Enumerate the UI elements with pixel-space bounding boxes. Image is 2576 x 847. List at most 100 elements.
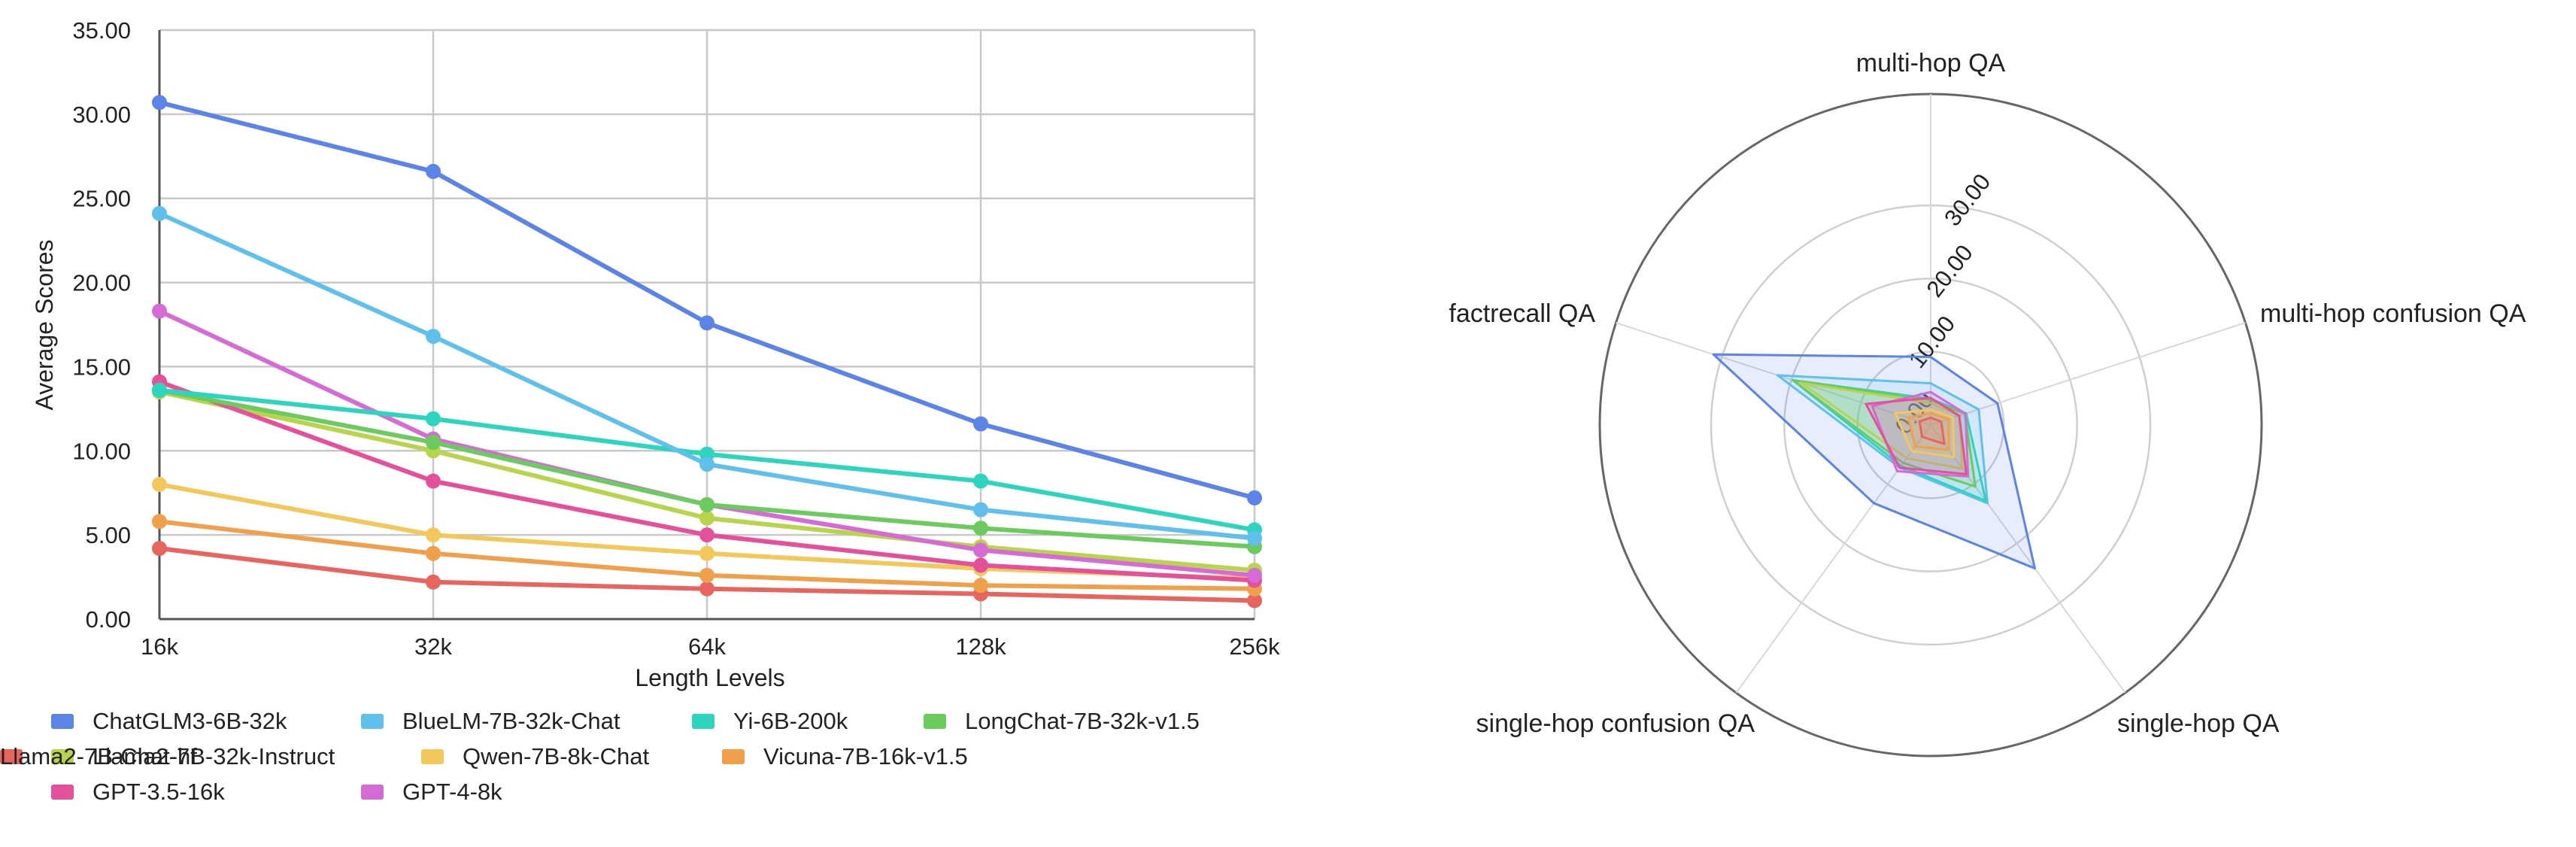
legend-item-gpt-4-8k: GPT-4-8k xyxy=(361,779,502,805)
y-tick-label: 25.00 xyxy=(72,186,131,212)
data-point xyxy=(426,411,441,427)
line-chart-y-axis-label: Average Scores xyxy=(31,239,58,410)
radar-axis-label-single-hop-qa: single-hop QA xyxy=(2117,709,2280,738)
data-point xyxy=(152,95,167,111)
legend-label: BlueLM-7B-32k-Chat xyxy=(402,708,620,734)
radar-axis-label-factrecall-qa: factrecall QA xyxy=(1449,299,1595,328)
data-point xyxy=(152,382,167,398)
y-tick-label: 20.00 xyxy=(72,270,131,296)
data-point xyxy=(1247,593,1262,609)
data-point xyxy=(973,473,988,489)
legend-swatch xyxy=(361,714,384,729)
x-tick-label: 128k xyxy=(955,633,1006,660)
data-point xyxy=(699,315,715,331)
series-bluelm-7b-32k-chat xyxy=(152,205,1262,546)
radar-series-vicuna-7b-16k-v1-5 xyxy=(1907,411,1950,451)
data-point xyxy=(973,502,988,518)
legend-item-qwen-7b-8k-chat: Qwen-7B-8k-Chat xyxy=(421,743,649,770)
y-tick-label: 0.00 xyxy=(86,606,131,633)
legend-label: Vicuna-7B-16k-v1.5 xyxy=(763,743,968,770)
data-point xyxy=(973,578,988,594)
legend-label: GPT-3.5-16k xyxy=(93,779,225,805)
data-point xyxy=(699,510,715,526)
legend-item-gpt-3-5-16k: GPT-3.5-16k xyxy=(51,779,225,805)
y-tick-label: 35.00 xyxy=(72,17,131,44)
legend-item-yi-6b-200k: Yi-6B-200k xyxy=(692,708,848,734)
data-point xyxy=(699,567,715,583)
data-point xyxy=(973,542,988,558)
data-point xyxy=(1247,530,1262,546)
series-vicuna-7b-16k-v1-5 xyxy=(152,514,1262,597)
data-point xyxy=(973,416,988,432)
legend-swatch xyxy=(692,714,715,729)
data-point xyxy=(699,457,715,472)
data-point xyxy=(426,473,441,489)
x-tick-label: 64k xyxy=(688,633,726,660)
legend-swatch xyxy=(421,749,444,764)
data-point xyxy=(152,477,167,493)
x-tick-label: 32k xyxy=(414,633,452,660)
data-point xyxy=(973,521,988,536)
radar-axis-label-multi-hop-confusion-qa: multi-hop confusion QA xyxy=(2260,299,2526,328)
legend-swatch xyxy=(361,785,384,800)
data-point xyxy=(152,303,167,319)
legend-item-llama2-7b-chat-hf: Llama2-7B-Chat-hf xyxy=(0,743,197,770)
radar-tick-label: 30.00 xyxy=(1939,168,1995,231)
legend-item-chatglm3-6b-32k: ChatGLM3-6B-32k xyxy=(51,708,287,734)
radar-series-llama2-7b-chat-hf xyxy=(1918,416,1946,445)
legend-label: Llama2-7B-Chat-hf xyxy=(0,743,197,770)
line-chart-grid xyxy=(158,29,1256,621)
legend-label: ChatGLM3-6B-32k xyxy=(93,708,287,734)
radar-chart-axis-labels: multi-hop QA multi-hop confusion QA single… xyxy=(1449,49,2526,738)
legend-swatch xyxy=(924,714,946,729)
line-chart-x-axis-label: Length Levels xyxy=(635,664,784,691)
radar-spoke xyxy=(1735,424,1931,694)
data-point xyxy=(426,163,441,179)
series-yi-6b-200k xyxy=(152,382,1262,538)
legend-swatch xyxy=(51,749,74,764)
y-tick-label: 10.00 xyxy=(72,438,131,464)
data-point xyxy=(699,527,715,543)
legend-item-llama2-7b-32k-instruct: Llama2-7B-32k-Instruct xyxy=(51,743,335,770)
legend-item-bluelm-7b-32k-chat: BlueLM-7B-32k-Chat xyxy=(361,708,620,734)
data-point xyxy=(426,329,441,345)
legend-swatch xyxy=(0,749,23,764)
data-point xyxy=(1247,567,1262,583)
line-chart-series xyxy=(152,95,1262,609)
legend-label: Yi-6B-200k xyxy=(733,708,848,734)
data-point xyxy=(426,574,441,590)
legend-swatch xyxy=(722,749,745,764)
legend-swatch xyxy=(51,785,74,800)
chart-legend: ChatGLM3-6B-32k BlueLM-7B-32k-Chat Yi-6B-2… xyxy=(0,708,1200,805)
radar-chart-series xyxy=(1712,353,2036,570)
y-tick-label: 5.00 xyxy=(86,522,131,548)
data-point xyxy=(426,435,441,451)
legend-item-vicuna-7b-16k-v1-5: Vicuna-7B-16k-v1.5 xyxy=(722,743,968,770)
data-point xyxy=(699,545,715,561)
data-point xyxy=(699,581,715,597)
radar-tick-label: 20.00 xyxy=(1922,240,1978,302)
data-point xyxy=(1247,490,1262,505)
data-point xyxy=(152,514,167,530)
data-point xyxy=(152,205,167,221)
x-tick-label: 256k xyxy=(1229,633,1280,660)
x-tick-label: 16k xyxy=(141,633,178,660)
legend-label: LongChat-7B-32k-v1.5 xyxy=(965,708,1200,734)
y-tick-label: 15.00 xyxy=(72,354,131,380)
radar-spoke xyxy=(1930,322,2246,426)
radar-axis-label-multi-hop-qa: multi-hop QA xyxy=(1856,49,2006,77)
data-point xyxy=(426,545,441,561)
legend-label: Qwen-7B-8k-Chat xyxy=(463,743,649,770)
series-chatglm3-6b-32k xyxy=(152,95,1262,505)
legend-item-longchat-7b-32k-v1-5: LongChat-7B-32k-v1.5 xyxy=(924,708,1200,734)
data-point xyxy=(152,541,167,557)
data-point xyxy=(426,527,441,543)
data-point xyxy=(973,557,988,573)
radar-axis-label-single-hop-confusion-qa: single-hop confusion QA xyxy=(1476,709,1755,738)
radar-spoke xyxy=(1616,322,1931,426)
line-chart-axes: 0.00 5.00 10.00 15.00 20.00 25.00 30.00 35.00 16… xyxy=(72,17,1280,660)
legend-label: GPT-4-8k xyxy=(402,779,502,805)
y-tick-label: 30.00 xyxy=(72,102,131,128)
